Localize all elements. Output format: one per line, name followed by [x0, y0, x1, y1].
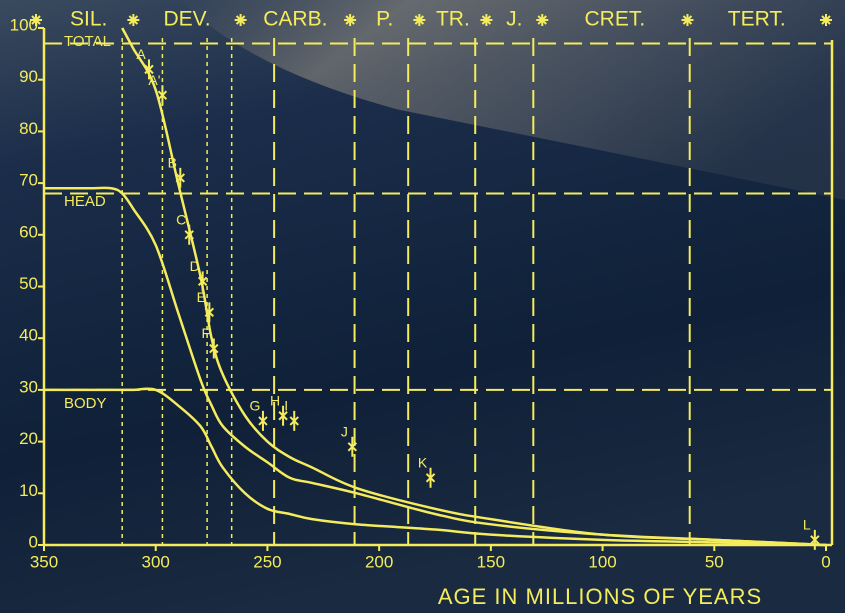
x-tick-label: 0 [821, 552, 830, 571]
annotation-label: A [136, 46, 146, 62]
period-label: CARB. [263, 8, 327, 31]
period-label: P. [376, 8, 393, 31]
y-tick-label: 10 [19, 481, 38, 500]
y-tick-label: 80 [19, 119, 38, 138]
annotation-label: C [176, 212, 186, 228]
annotation-label: H [270, 392, 280, 408]
annotation-label: B [168, 155, 177, 171]
y-tick-label: 30 [19, 377, 38, 396]
y-tick-label: 50 [19, 274, 38, 293]
y-tick-label: 60 [19, 222, 38, 241]
annotation-label: K [418, 454, 428, 470]
x-tick-label: 300 [142, 552, 170, 571]
annotation-label: I [284, 398, 288, 414]
annotation-label: A' [148, 72, 160, 88]
annotation-label: G [250, 398, 261, 414]
series-label: TOTAL [64, 33, 111, 50]
y-tick-label: 90 [19, 67, 38, 86]
period-label: SIL. [70, 8, 107, 31]
y-tick-label: 0 [29, 532, 38, 551]
page: AGE IN MILLIONS OF YEARS 0 10 20 30 40 50 60 70… [0, 0, 845, 613]
x-tick-label: 50 [705, 552, 724, 571]
annotation-label: D [190, 258, 200, 274]
chart: AGE IN MILLIONS OF YEARS 0 10 20 30 40 50 60 70… [0, 0, 845, 613]
period-label: TR. [436, 8, 470, 31]
x-tick-label: 200 [365, 552, 393, 571]
x-tick-label: 350 [30, 552, 58, 571]
y-tick-label: 40 [19, 326, 38, 345]
x-axis-label: AGE IN MILLIONS OF YEARS [438, 584, 762, 609]
annotation-label: F [202, 325, 211, 341]
period-label: DEV. [163, 8, 210, 31]
y-tick-label: 20 [19, 429, 38, 448]
x-tick-label: 150 [477, 552, 505, 571]
annotation-label: E [197, 289, 206, 305]
y-tick-label: 70 [19, 171, 38, 190]
period-label: TERT. [728, 8, 786, 31]
series-label: BODY [64, 395, 107, 412]
annotation-label: J [341, 423, 348, 439]
x-tick-label: 100 [588, 552, 616, 571]
x-tick-label: 250 [253, 552, 281, 571]
annotation-label: L [803, 517, 811, 533]
period-label: CRET. [585, 8, 646, 31]
series-label: HEAD [64, 193, 106, 210]
period-label: J. [506, 8, 522, 31]
